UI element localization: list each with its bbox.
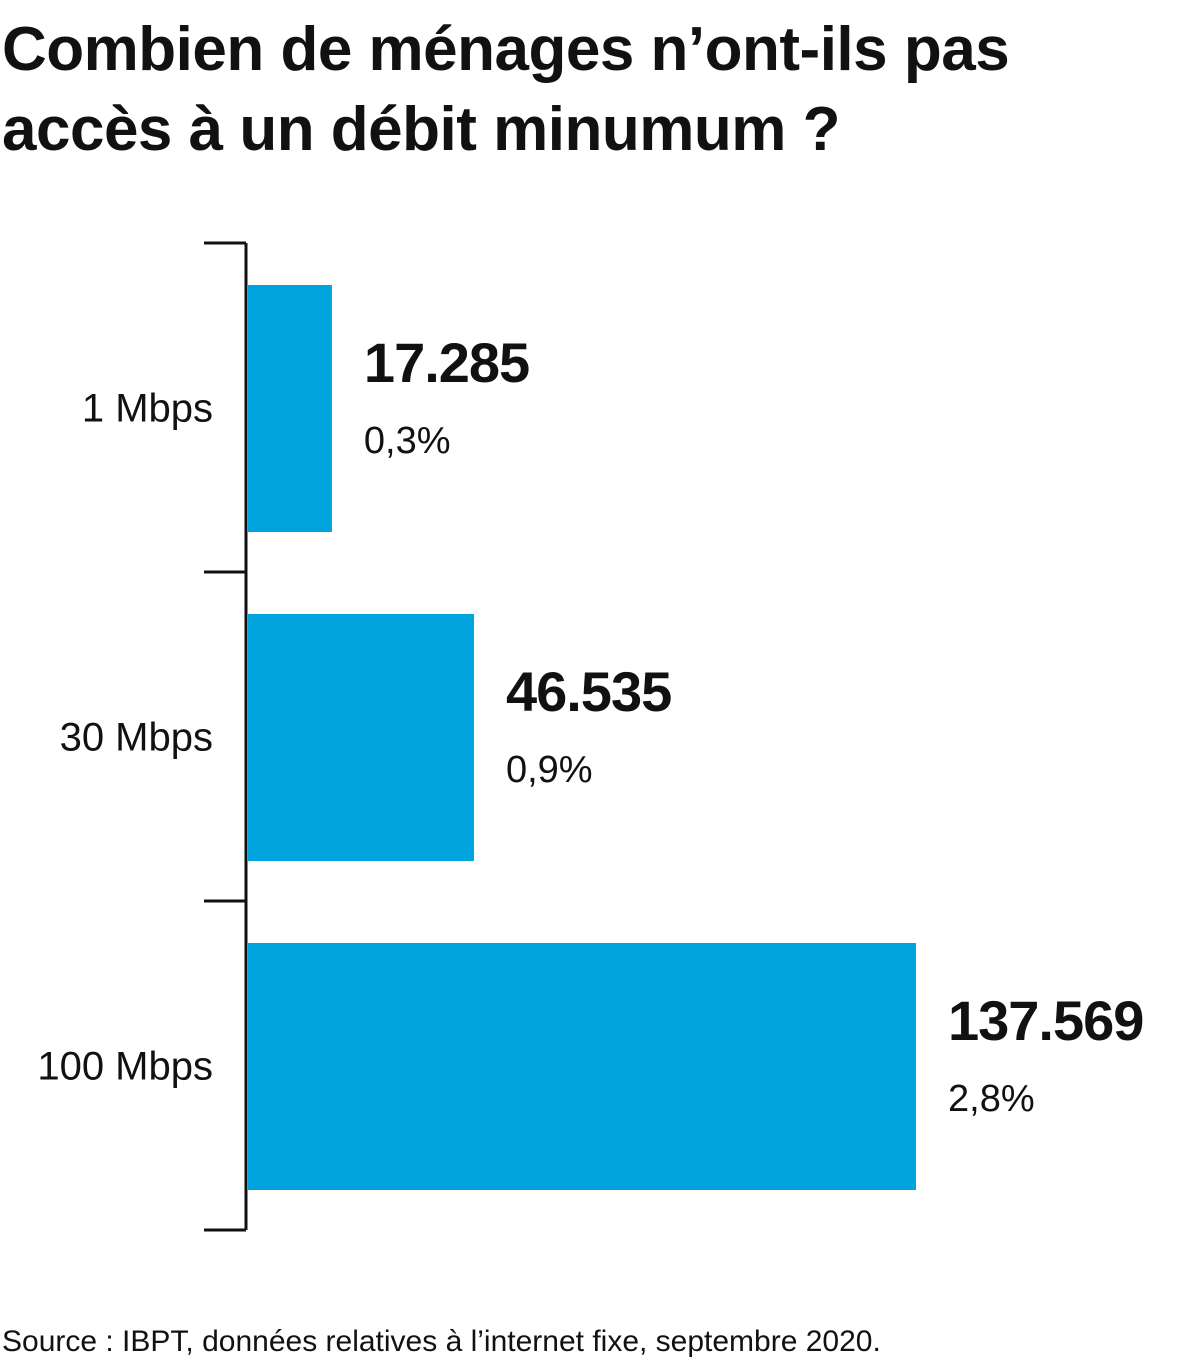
value-label: 17.285 (364, 331, 529, 394)
chart-title: Combien de ménages n’ont-ils pas accès à… (2, 15, 1010, 164)
value-label: 46.535 (506, 660, 671, 723)
percent-label: 2,8% (948, 1078, 1035, 1120)
percent-label: 0,3% (364, 420, 451, 462)
value-label: 137.569 (948, 989, 1143, 1052)
source-note: Source : IBPT, données relatives à l’int… (2, 1325, 881, 1358)
percent-label: 0,9% (506, 749, 593, 791)
bar-3 (248, 943, 916, 1190)
category-label: 100 Mbps (37, 1045, 213, 1089)
bar-1 (248, 285, 332, 532)
category-label: 30 Mbps (60, 716, 213, 760)
category-label: 1 Mbps (82, 387, 213, 431)
bar-2 (248, 614, 474, 861)
